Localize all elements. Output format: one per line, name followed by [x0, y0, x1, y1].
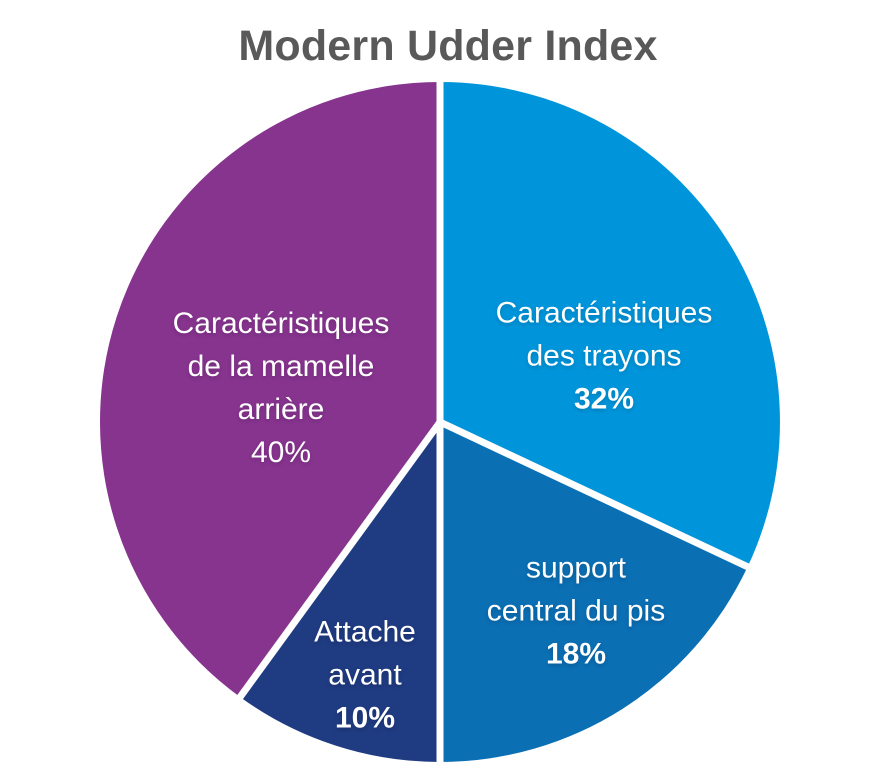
slice-label-line: central du pis	[486, 594, 666, 628]
slice-label-mamelle-arriere: Caractéristiques de la mamelle arrière 4…	[173, 302, 390, 474]
pie-slice-attache-avant	[240, 422, 440, 762]
slice-label-attache-avant: Attache avant 10%	[314, 611, 416, 740]
slice-label-support-central: support central du pis 18%	[487, 547, 665, 676]
slice-percent-label: 10%	[334, 701, 396, 735]
chart-title: Modern Udder Index	[238, 22, 658, 70]
pie-slice-support-central	[440, 422, 748, 762]
slice-label-line: Caractéristiques	[495, 296, 713, 330]
slice-label-line: avant	[328, 658, 402, 692]
slice-label-trayons: Caractéristiques des trayons 32%	[496, 292, 713, 421]
pie-slice-trayons	[440, 82, 780, 567]
slice-label-line: arrière	[237, 393, 325, 426]
pie-slice-mamelle-arriere	[99, 82, 441, 698]
slice-percent-label: 32%	[573, 382, 635, 416]
slice-percent-label: 40%	[250, 436, 312, 469]
slice-label-line: des trayons	[526, 339, 682, 373]
slice-divider	[234, 419, 443, 704]
slice-label-line: Attache	[314, 615, 416, 649]
slice-label-line: support	[525, 551, 627, 585]
slice-percent-label: 18%	[545, 637, 607, 671]
slice-label-line: de la mamelle	[187, 350, 375, 383]
slice-divider	[438, 418, 754, 573]
slice-label-line: Caractéristiques	[172, 307, 390, 340]
